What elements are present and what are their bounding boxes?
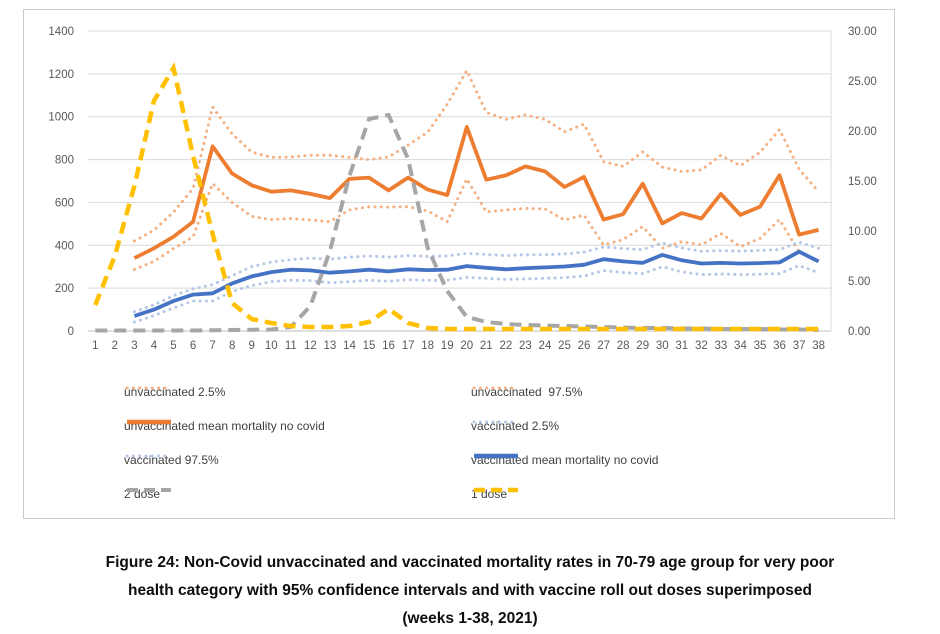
x-axis-tick: 15 xyxy=(363,340,376,352)
x-axis-tick: 22 xyxy=(499,340,512,352)
left-axis-tick: 0 xyxy=(68,326,74,338)
series-line-2-dose xyxy=(95,112,819,333)
series-line-unvaccinated-97-5 xyxy=(132,67,821,243)
x-axis-tick: 20 xyxy=(460,340,473,352)
legend-item-vaccinated-mean-mortality-no-covid: vaccinated mean mortality no covid xyxy=(471,451,658,469)
right-axis-tick-labels: 0.00 5.00 10.00 15.00 20.00 25.00 30.00 xyxy=(848,26,877,338)
x-axis-tick: 13 xyxy=(324,340,337,352)
chart-panel: 0 200 400 600 800 1000 1200 1400 0.00 5.00 10.00 15… xyxy=(23,9,895,519)
x-axis-tick: 2 xyxy=(112,340,118,352)
legend-item-vaccinated-2-5: vaccinated 2.5% xyxy=(471,417,559,435)
x-axis-tick: 6 xyxy=(190,340,196,352)
x-axis-tick-labels: 1 2 3 4 5 6 7 8 9 10 11 12 13 14 15 16 17 18 19 20 21 22 23 24 2… xyxy=(92,340,825,352)
left-axis-tick: 1000 xyxy=(48,112,74,124)
legend-swatch-vaccinated-2-5 xyxy=(472,420,520,424)
x-axis-tick: 36 xyxy=(773,340,786,352)
caption-line-2: health category with 95% confidence inte… xyxy=(128,582,812,599)
legend-label: unvaccinated 97.5% xyxy=(471,385,583,399)
x-axis-tick: 35 xyxy=(754,340,767,352)
right-axis-tick: 5.00 xyxy=(848,276,870,288)
caption-line-3: (weeks 1-38, 2021) xyxy=(402,610,538,627)
x-axis-tick: 26 xyxy=(578,340,591,352)
legend-swatch-unvaccinated-mean-mortality-no-covid xyxy=(127,419,171,425)
left-axis-tick: 200 xyxy=(55,283,74,295)
x-axis-tick: 38 xyxy=(812,340,825,352)
legend-label: unvaccinated 2.5% xyxy=(124,385,226,399)
series-line-vaccinated-97-5 xyxy=(132,240,821,314)
x-axis-tick: 5 xyxy=(170,340,176,352)
x-axis-tick: 30 xyxy=(656,340,669,352)
left-axis-tick: 400 xyxy=(55,240,74,252)
legend-item-1-dose: 1 dose xyxy=(471,485,518,503)
legend-swatch-unvaccinated-97-5 xyxy=(472,386,520,390)
left-axis-tick-labels: 0 200 400 600 800 1000 1200 1400 xyxy=(48,26,74,338)
right-axis-tick: 0.00 xyxy=(848,326,870,338)
caption-line-1: Figure 24: Non-Covid unvaccinated and va… xyxy=(105,554,835,571)
legend-item-unvaccinated-97-5: unvaccinated 97.5% xyxy=(471,383,582,401)
chart-plot: 02004006008001000120014000.005.0010.0015… xyxy=(48,26,877,352)
x-axis-tick: 9 xyxy=(248,340,254,352)
left-axis-tick: 1400 xyxy=(48,26,74,38)
x-axis-tick: 12 xyxy=(304,340,317,352)
x-axis-tick: 29 xyxy=(636,340,649,352)
legend-label: unvaccinated mean mortality no covid xyxy=(124,419,325,433)
x-axis-tick: 24 xyxy=(539,340,552,352)
legend-swatch-2-dose xyxy=(127,488,171,492)
x-axis-tick: 23 xyxy=(519,340,532,352)
x-axis-tick: 4 xyxy=(151,340,158,352)
x-axis-tick: 10 xyxy=(265,340,278,352)
right-axis-tick: 15.00 xyxy=(848,176,877,188)
right-axis-tick: 10.00 xyxy=(848,226,877,238)
gridlines xyxy=(88,30,832,332)
right-axis-tick: 30.00 xyxy=(848,26,877,38)
x-axis-tick: 31 xyxy=(675,340,688,352)
legend-item-unvaccinated-2-5: unvaccinated 2.5% xyxy=(124,383,225,401)
x-axis-tick: 25 xyxy=(558,340,571,352)
left-axis-tick: 800 xyxy=(55,155,74,167)
right-axis-tick: 25.00 xyxy=(848,76,877,88)
x-axis-tick: 11 xyxy=(285,340,297,352)
x-axis-tick: 7 xyxy=(209,340,215,352)
x-axis-tick: 28 xyxy=(617,340,630,352)
figure-caption: Figure 24: Non-Covid unvaccinated and va… xyxy=(0,549,940,633)
x-axis-tick: 33 xyxy=(715,340,728,352)
series-line-unvaccinated-2-5 xyxy=(132,175,821,271)
series-line-1-dose xyxy=(93,61,819,332)
legend-swatch-unvaccinated-2-5 xyxy=(125,386,173,390)
x-axis-tick: 34 xyxy=(734,340,747,352)
x-axis-tick: 19 xyxy=(441,340,454,352)
legend-swatch-vaccinated-97-5 xyxy=(125,454,173,458)
x-axis-tick: 32 xyxy=(695,340,708,352)
x-axis-tick: 8 xyxy=(229,340,235,352)
x-axis-tick: 14 xyxy=(343,340,356,352)
legend-item-vaccinated-97-5: vaccinated 97.5% xyxy=(124,451,219,469)
x-axis-tick: 27 xyxy=(597,340,610,352)
x-axis-tick: 18 xyxy=(421,340,434,352)
x-axis-tick: 17 xyxy=(402,340,415,352)
legend-item-2-dose: 2 dose xyxy=(124,485,171,503)
left-axis-tick: 1200 xyxy=(48,69,74,81)
x-axis-tick: 37 xyxy=(793,340,806,352)
x-axis-tick: 21 xyxy=(480,340,493,352)
legend-swatch-vaccinated-mean-mortality-no-covid xyxy=(474,453,518,459)
x-axis-tick: 16 xyxy=(382,340,395,352)
series-line-vaccinated-mean-mortality-no-covid xyxy=(133,249,820,318)
legend-item-unvaccinated-mean-mortality-no-covid: unvaccinated mean mortality no covid xyxy=(124,417,325,435)
series-line-vaccinated-2-5 xyxy=(132,263,821,324)
x-axis-tick: 1 xyxy=(92,340,98,352)
series-line-unvaccinated-mean-mortality-no-covid xyxy=(133,125,820,260)
legend-swatch-1-dose xyxy=(474,487,518,493)
left-axis-tick: 600 xyxy=(55,197,74,209)
x-axis-tick: 3 xyxy=(131,340,137,352)
right-axis-tick: 20.00 xyxy=(848,126,877,138)
